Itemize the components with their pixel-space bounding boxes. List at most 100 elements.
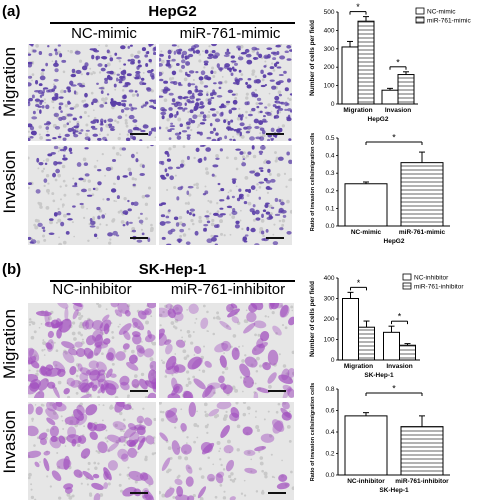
y-tick-label: 200 <box>324 316 335 323</box>
bar <box>358 326 375 361</box>
bar <box>383 331 400 361</box>
significance-star: * <box>357 278 361 288</box>
x-tick-label: miR-761-mimic <box>399 229 446 236</box>
y-tick-label: 300 <box>324 46 335 53</box>
scale-bar <box>266 237 284 239</box>
micrograph-texture <box>28 145 156 245</box>
y-tick-label: 0 <box>331 101 335 108</box>
y-tick-label: 500 <box>324 9 335 16</box>
micrograph-texture <box>28 303 156 398</box>
y-tick-label: 0.4 <box>325 429 334 436</box>
scale-bar <box>130 237 148 239</box>
scale-bar <box>266 133 284 135</box>
y-tick-label: 0.6 <box>325 408 334 415</box>
panel-b-column-label-1: NC-inhibitor <box>52 281 132 298</box>
panel-a-cell-line: HepG2 <box>148 3 197 20</box>
micrograph-b-nc-invasion <box>28 402 156 500</box>
y-axis-label: Ratio of invasion cells/migration cells <box>310 133 316 231</box>
panel-b-row-label-2: Invasion <box>0 410 19 474</box>
legend-swatch <box>415 7 425 15</box>
panel-a-row-label-2: Invasion <box>0 150 19 214</box>
micrograph-texture <box>159 44 292 141</box>
panel-b-cell-line: SK-Hep-1 <box>138 261 207 278</box>
chart-title: SK-Hep-1 <box>379 487 409 494</box>
significance-star: * <box>396 57 400 67</box>
y-axis-label: Number of cells per field <box>309 281 316 357</box>
significance-star: * <box>392 384 396 394</box>
y-tick-label: 0.1 <box>325 205 334 212</box>
y-axis-label: Number of cells per field <box>309 20 316 96</box>
bar <box>400 162 444 227</box>
panel-b-column-label-2: miR-761-inhibitor <box>170 281 286 298</box>
y-tick-label: 0.2 <box>325 451 334 458</box>
bar <box>357 20 375 105</box>
micrograph-a-mimic-migration <box>159 44 292 141</box>
chart-title: HepG2 <box>384 238 405 245</box>
y-tick-label: 0.0 <box>325 472 334 479</box>
scale-bar <box>268 390 286 392</box>
bar <box>381 89 399 105</box>
panel-a-title-rule <box>50 22 295 24</box>
micrograph-b-nc-migration <box>28 303 156 398</box>
bar <box>342 298 359 361</box>
chart-b-cells-per-field: 0 100 200 300 400 Number of cells per field Mi… <box>300 268 487 396</box>
panel-a-row-label-1: Migration <box>0 47 19 117</box>
x-tick-label: NC-mimic <box>351 229 382 236</box>
panel-b-title-rule <box>50 280 295 282</box>
y-tick-label: 0 <box>331 357 335 364</box>
legend-label: miR-761-mimic <box>427 18 471 25</box>
micrograph-texture <box>159 145 292 245</box>
y-axis-label: Ratio of invasion cells/migration cells <box>310 383 316 481</box>
y-tick-label: 400 <box>324 275 335 282</box>
panel-a-column-label-1: NC-mimic <box>71 25 137 42</box>
chart-title: HepG2 <box>368 116 389 123</box>
bar <box>400 426 444 476</box>
chart-a-invasion-ratio: 0.0 0.1 0.2 0.3 0.4 0.5 Ratio of invasion cell… <box>300 128 487 253</box>
legend-swatch <box>402 273 412 281</box>
micrograph-texture <box>159 402 294 500</box>
y-tick-label: 200 <box>324 64 335 71</box>
chart-b-invasion-ratio: 0.0 0.2 0.4 0.6 0.8 Ratio of invasion cells/m… <box>300 377 487 500</box>
y-tick-label: 400 <box>324 27 335 34</box>
significance-star: * <box>392 133 396 143</box>
micrograph-b-inhibitor-migration <box>159 303 294 398</box>
scale-bar <box>130 390 148 392</box>
legend-label: NC-inhibitor <box>414 275 449 282</box>
y-tick-label: 100 <box>324 337 335 344</box>
x-tick-label: miR-761-inhibitor <box>395 478 449 485</box>
micrograph-texture <box>28 402 156 500</box>
micrograph-a-nc-invasion <box>28 145 156 245</box>
chart-title: SK-Hep-1 <box>364 372 394 379</box>
x-tick-label: Migration <box>343 107 372 114</box>
y-tick-label: 0.3 <box>325 170 334 177</box>
significance-star: * <box>356 2 360 12</box>
bar <box>344 183 388 227</box>
y-tick-label: 0.4 <box>325 153 334 160</box>
bar <box>399 344 416 361</box>
legend-swatch <box>402 282 412 290</box>
panel-b-tag: (b) <box>2 261 22 278</box>
bar <box>344 415 388 476</box>
micrograph-a-mimic-invasion <box>159 145 292 245</box>
bar <box>397 74 415 105</box>
y-tick-label: 0.5 <box>325 135 334 142</box>
legend-label: NC-mimic <box>427 9 456 16</box>
x-tick-label: Invasion <box>386 363 412 370</box>
y-tick-label: 300 <box>324 296 335 303</box>
x-tick-label: Invasion <box>385 107 411 114</box>
legend-swatch <box>415 16 425 24</box>
panel-a-column-label-2: miR-761-mimic <box>179 25 281 42</box>
scale-bar <box>130 133 148 135</box>
micrograph-texture <box>28 44 156 141</box>
panel-a-tag: (a) <box>2 3 21 20</box>
scale-bar <box>268 492 286 494</box>
y-tick-label: 100 <box>324 83 335 90</box>
y-tick-label: 0.0 <box>325 223 334 230</box>
micrograph-a-nc-migration <box>28 44 156 141</box>
chart-a-cells-per-field: 0 100 200 300 400 500 Number of cells per fiel… <box>300 0 487 128</box>
x-tick-label: Migration <box>344 363 373 370</box>
y-tick-label: 0.2 <box>325 188 334 195</box>
significance-star: * <box>398 312 402 322</box>
scale-bar <box>130 492 148 494</box>
bar <box>341 46 359 105</box>
